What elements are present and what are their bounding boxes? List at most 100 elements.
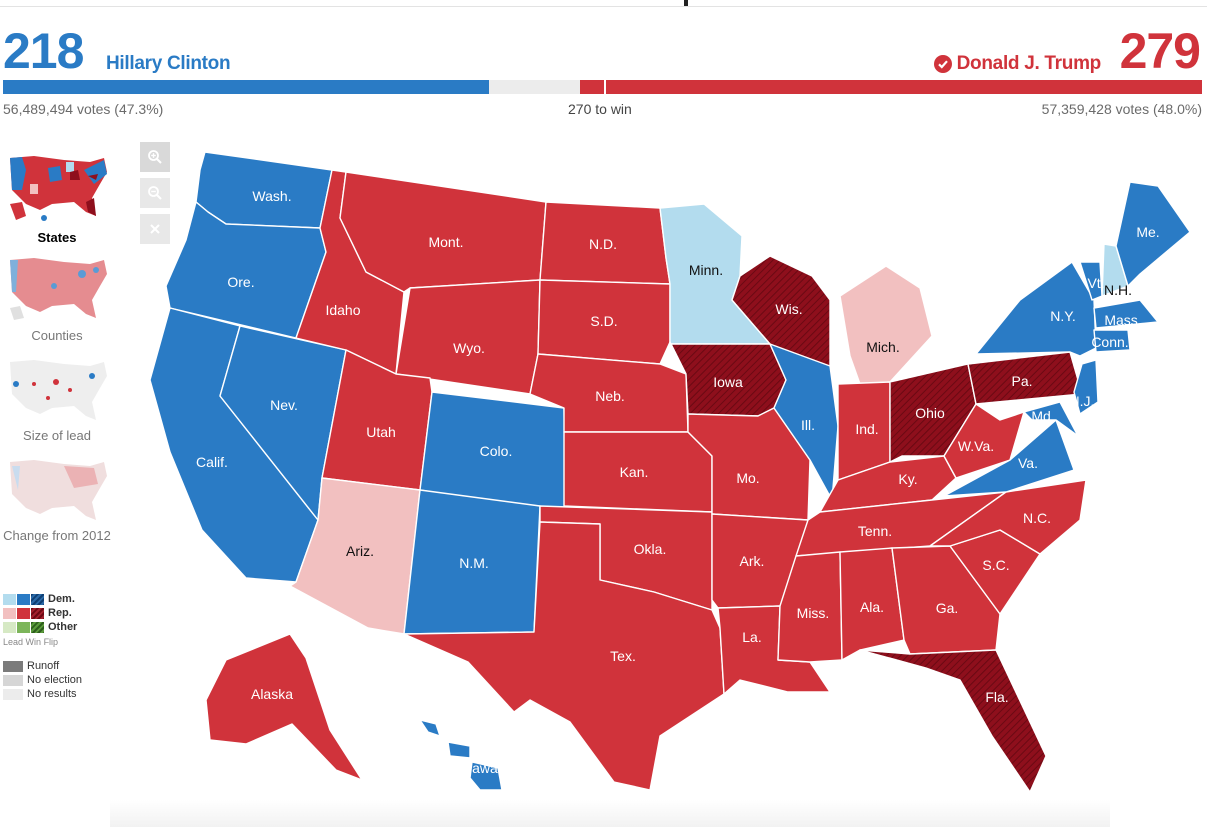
reset-button[interactable] [140,214,170,244]
legend-col-lead: Lead [3,637,24,647]
view-states[interactable]: States [2,150,112,246]
state-alaska[interactable] [205,633,363,781]
electoral-bar-dem [3,80,489,94]
state-sd[interactable] [537,279,671,365]
state-label-nev: Nev. [270,397,298,413]
state-label-ga: Ga. [936,600,959,616]
state-label-colo: Colo. [480,443,513,459]
view-change-from-2012[interactable]: Change from 2012 [2,454,112,544]
dem-popular-vote: 56,489,494 votes (47.3%) [3,101,164,117]
electoral-bar [3,76,1202,98]
rep-electoral-count: 279 [1119,23,1201,79]
rep-candidate-name: Donald J. Trump [956,53,1102,74]
state-label-nh: N.H. [1104,282,1132,298]
view-size-of-lead[interactable]: Size of lead [2,354,112,444]
view-counties[interactable]: Counties [2,252,112,344]
rep-popular-vote: 57,359,428 votes (48.0%) [1041,101,1202,117]
state-label-ore: Ore. [227,274,254,290]
state-label-wyo: Wyo. [453,340,485,356]
counties-thumbnail [10,258,107,320]
state-label-me: Me. [1136,224,1159,240]
state-label-wash: Wash. [252,188,291,204]
state-label-ohio: Ohio [915,405,945,421]
state-label-mass: Mass. [1104,312,1141,328]
state-label-ark: Ark. [740,553,765,569]
legend-dem: Dem. [48,593,75,605]
state-hawaii[interactable] [419,719,503,791]
state-label-alaska: Alaska [251,686,293,702]
state-label-sd: S.D. [590,313,617,329]
view-label: Counties [31,328,83,343]
legend-no-election: No election [27,674,83,686]
state-label-utah: Utah [366,424,396,440]
state-label-vt: Vt. [1087,275,1104,291]
view-label: States [37,230,77,245]
state-mich[interactable] [839,265,933,385]
state-label-nj: N.J. [1070,393,1095,409]
state-label-wis: Wis. [775,301,802,317]
legend-rep: Rep. [48,607,72,619]
state-conn[interactable] [1093,329,1131,353]
legend-col-flip: Flip [43,637,59,647]
state-label-sc: S.C. [982,557,1009,573]
close-icon [150,224,160,234]
state-label-ariz: Ariz. [346,543,374,559]
state-nc[interactable] [929,479,1087,555]
state-label-neb: Neb. [595,388,625,404]
state-label-minn: Minn. [689,262,723,278]
zoom-in-icon [148,150,162,164]
state-label-tenn: Tenn. [858,523,892,539]
electoral-bar-rep [580,80,1202,94]
state-ny[interactable] [975,261,1097,357]
bottom-shadow [110,800,1110,827]
state-label-calif: Calif. [196,454,228,470]
state-label-okla: Okla. [634,541,667,557]
state-label-iowa: Iowa [713,374,743,390]
legend-col-win: Win [25,637,42,647]
states-thumbnail [10,156,107,221]
us-election-map[interactable]: Wash. Ore. Calif. Nev. Idaho Mont. Wyo. Utah Col… [0,140,1207,820]
state-label-conn: Conn. [1091,334,1128,350]
map-legend: Dem. Rep. Other Lead Win Flip Runoff No … [3,592,82,701]
top-marker [684,0,688,6]
view-label: Change from 2012 [3,528,111,543]
state-fla[interactable] [859,649,1047,793]
state-label-fla: Fla. [985,689,1008,705]
winner-check-icon [933,55,952,73]
state-label-idaho: Idaho [325,302,360,318]
state-mass[interactable] [1093,299,1159,329]
zoom-in-button[interactable] [140,142,170,172]
change-thumbnail [10,460,107,520]
legend-runoff: Runoff [27,660,60,672]
state-label-va: Va. [1018,455,1038,471]
view-label: Size of lead [23,428,91,443]
state-label-miss: Miss. [797,605,830,621]
state-me[interactable] [1115,181,1191,287]
state-va[interactable] [943,419,1075,497]
state-label-mich: Mich. [866,339,899,355]
state-label-wva: W.Va. [958,438,994,454]
top-divider [0,6,1207,7]
state-label-ill: Ill. [801,417,815,433]
to-win-label: 270 to win [568,101,632,117]
state-label-nc: N.C. [1023,510,1051,526]
state-md[interactable] [1023,401,1079,437]
state-label-md: Md. [1031,408,1054,424]
legend-other: Other [48,621,78,633]
state-nj[interactable] [1073,359,1099,415]
state-label-mont: Mont. [428,234,463,250]
state-label-ny: N.Y. [1050,308,1075,324]
zoom-out-button[interactable] [140,178,170,208]
state-tex[interactable] [403,521,725,791]
dem-candidate-name: Hillary Clinton [106,53,231,74]
state-mont[interactable] [339,171,547,293]
state-label-nd: N.D. [589,236,617,252]
state-label-mo: Mo. [736,470,759,486]
win-threshold-marker [603,76,606,98]
state-ala[interactable] [839,547,905,661]
state-label-nm: N.M. [459,555,489,571]
legend-no-results: No results [27,688,77,700]
state-label-ky: Ky. [898,471,917,487]
state-ill[interactable] [769,343,839,501]
size-of-lead-thumbnail [10,360,107,420]
